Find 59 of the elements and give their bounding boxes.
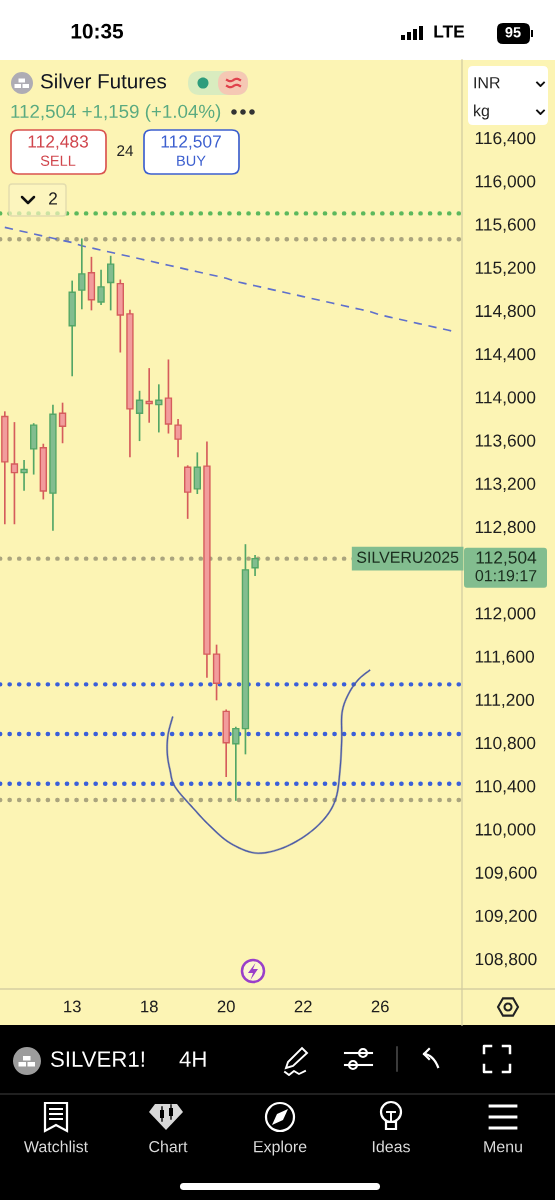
- candlestick: [30, 423, 38, 475]
- text: 112,504: [476, 551, 537, 566]
- annotation: 112,483: [28, 135, 88, 150]
- y-tick-label: 115,200: [475, 261, 536, 276]
- x-tick-label: 13: [64, 1000, 81, 1013]
- y-tick-label: 110,400: [475, 780, 536, 795]
- candlestick: [97, 269, 105, 305]
- text: LTE: [434, 25, 465, 38]
- y-tick-label: 108,800: [475, 952, 537, 968]
- y-tick-label: 111,200: [475, 693, 535, 709]
- y-tick-label: 114,000: [475, 391, 536, 406]
- y-tick-label: 109,600: [475, 866, 537, 881]
- annotation: BUY: [177, 155, 206, 166]
- y-tick-label: 113,600: [475, 434, 536, 449]
- y-tick-label: 110,800: [475, 736, 536, 752]
- text: Ideas: [372, 1140, 410, 1153]
- text: 112,504 +1,159 (+1.04%): [11, 104, 221, 122]
- text: 10:35: [71, 23, 124, 39]
- candlestick: [107, 255, 115, 311]
- x-tick-label: 18: [141, 1000, 158, 1013]
- candlestick: [20, 459, 28, 491]
- y-tick-label: 110,000: [475, 823, 536, 838]
- annotation: SELL: [40, 155, 76, 166]
- x-tick-label: 26: [371, 1000, 389, 1013]
- chart-title: Silver Futures: [40, 73, 167, 89]
- annotation: 24: [117, 145, 134, 156]
- annotation: 112,507: [161, 135, 221, 150]
- text: Chart: [149, 1140, 188, 1153]
- candlestick: [135, 390, 144, 442]
- y-tick-label: 113,200: [475, 477, 536, 492]
- ref-line-label: SILVERU2025: [357, 551, 459, 563]
- text: 01:19:17: [475, 569, 537, 582]
- y-tick-label: 116,000: [475, 175, 536, 190]
- y-tick-label: 114,400: [475, 347, 536, 363]
- y-tick-label: 109,200: [475, 909, 537, 925]
- candlestick: [174, 418, 182, 458]
- text: Explore: [254, 1140, 307, 1156]
- text: SILVER1!: [51, 1051, 144, 1067]
- candlestick: [78, 238, 86, 310]
- candlestick: [251, 554, 259, 577]
- text: INR: [474, 77, 500, 89]
- y-tick-label: 114,800: [475, 304, 536, 320]
- y-tick-label: 111,600: [475, 650, 535, 665]
- candlestick: [10, 422, 19, 525]
- x-tick-label: 20: [217, 1000, 235, 1013]
- x-tick-label: 22: [294, 1000, 312, 1013]
- y-tick-label: 116,400: [475, 131, 536, 147]
- candlestick: [232, 726, 240, 801]
- text: 95: [505, 27, 521, 38]
- annotation: 2: [49, 192, 57, 205]
- y-tick-label: 115,600: [475, 218, 536, 233]
- text: kg: [474, 104, 489, 120]
- text: Menu: [484, 1141, 522, 1153]
- text: Watchlist: [23, 1140, 88, 1153]
- candlestick: [58, 402, 67, 444]
- y-tick-label: 112,000: [475, 607, 536, 622]
- candlestick: [193, 452, 201, 495]
- text: 4H: [179, 1051, 206, 1067]
- y-tick-label: 112,800: [475, 520, 536, 536]
